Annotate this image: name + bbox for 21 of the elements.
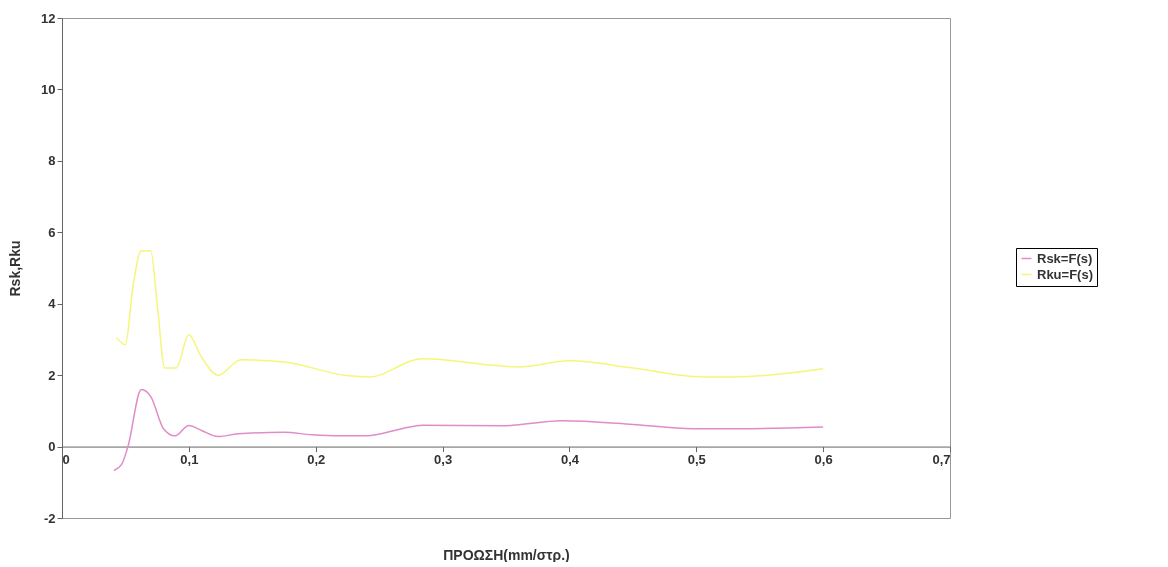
x-tick-label: 0 — [62, 452, 70, 468]
x-tick-label: 0,7 — [932, 452, 951, 468]
x-tick-label: 0,1 — [180, 452, 199, 468]
y-tick-label: 12 — [41, 10, 56, 26]
x-tick-label: 0,4 — [560, 452, 580, 468]
y-tick-label: 0 — [48, 439, 56, 455]
x-tick-label: 0,3 — [434, 452, 453, 468]
legend-label: Rsk=F(s) — [1037, 250, 1093, 266]
x-tick-label: 0,6 — [814, 452, 833, 468]
x-axis-title: ΠΡΟΩΣΗ(mm/στρ.) — [443, 546, 570, 563]
x-tick-label: 0,2 — [307, 452, 326, 468]
y-tick-label: -2 — [43, 510, 56, 526]
line-series — [115, 250, 824, 378]
y-tick-label: 6 — [48, 224, 56, 240]
legend-label: Rku=F(s) — [1037, 266, 1093, 282]
y-tick-label: 2 — [48, 367, 56, 383]
y-tick-label: 10 — [41, 81, 56, 97]
x-tick-label: 0,5 — [687, 452, 706, 468]
y-tick-label: 8 — [48, 153, 56, 169]
y-axis-title: Rsk,Rku — [7, 240, 24, 297]
y-tick-label: 4 — [48, 296, 57, 312]
